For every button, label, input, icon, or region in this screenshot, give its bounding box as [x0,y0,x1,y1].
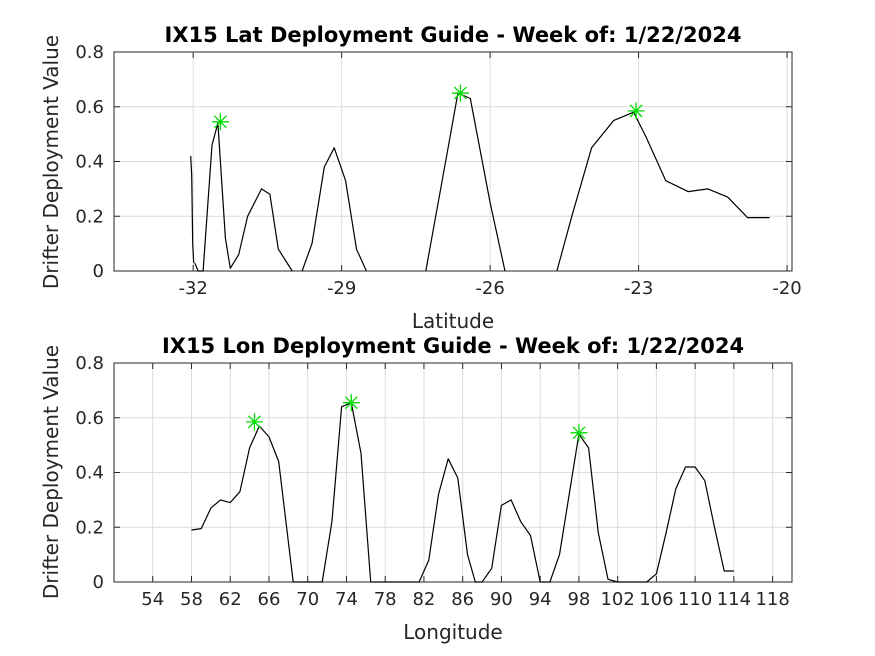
lon-peak-marker [570,424,588,442]
lat-chart: -32 -29 -26 -23 -20 0 0.2 0.4 0.6 0.8 IX15 Lat De… [75,23,801,333]
lat-peak-markers [211,84,645,131]
lon-x-tick-label: 66 [258,589,281,610]
lon-series-line [191,402,734,583]
lon-x-axis-label: Longitude [403,620,502,644]
lon-y-tick-label: 0.6 [75,408,104,429]
asterisk-stroke [247,415,261,429]
lon-peak-markers [245,394,588,442]
lon-y-axis-label: Drifter Deployment Value [39,345,63,599]
lon-x-tick-label: 102 [600,589,634,610]
lon-y-tick-label: 0 [93,572,104,593]
lat-x-tick-label: -26 [475,278,504,299]
asterisk-stroke [213,115,227,129]
lon-x-tick-label: 54 [141,589,164,610]
lat-y-tick-label: 0.6 [75,97,104,118]
asterisk-stroke [572,426,586,440]
lon-grid [114,363,792,582]
lat-x-tick-label: -29 [327,278,356,299]
lon-x-tick-label: 82 [412,589,435,610]
lon-x-tick-label: 98 [567,589,590,610]
lon-x-tick-label: 90 [490,589,513,610]
lat-series [190,92,770,272]
lon-x-tick-label: 94 [529,589,552,610]
lat-x-tick-label: -32 [178,278,207,299]
lat-x-tick-label: -23 [624,278,653,299]
asterisk-stroke [453,86,467,100]
lat-series-line [194,122,293,272]
lon-x-tick-label: 58 [180,589,203,610]
lon-y-tick-label: 0.2 [75,517,104,538]
lon-x-tick-label: 86 [451,589,474,610]
lat-y-tick-label: 0.2 [75,206,104,227]
lat-chart-title: IX15 Lat Deployment Guide - Week of: 1/2… [165,23,742,47]
lon-y-tick-label: 0.8 [75,353,104,374]
lat-series-line [301,147,367,272]
lon-y-tick-label: 0.4 [75,463,104,484]
lat-series-line [425,92,506,272]
lat-x-axis-label: Latitude [412,309,494,333]
lat-grid [114,52,792,271]
lon-x-tick-label: 62 [219,589,242,610]
lat-peak-marker [627,102,645,120]
lon-peak-marker [245,413,263,431]
lat-x-tick-label: -20 [772,278,801,299]
lat-y-axis-label: Drifter Deployment Value [39,35,63,289]
lon-x-tick-label: 70 [296,589,319,610]
lon-x-tick-label: 106 [639,589,673,610]
lat-ticks: -32 -29 -26 -23 -20 0 0.2 0.4 0.6 0.8 [75,42,801,299]
lon-series [191,402,734,583]
lat-y-tick-label: 0.4 [75,152,104,173]
lat-series-line [556,111,770,272]
lon-ticks: 54 58 62 66 70 74 78 82 86 90 94 98 102 106 110 114 118 0… [75,353,792,610]
lat-y-tick-label: 0.8 [75,42,104,63]
lon-x-tick-label: 118 [755,589,789,610]
lon-chart-title: IX15 Lon Deployment Guide - Week of: 1/2… [162,334,744,358]
asterisk-stroke [344,396,358,410]
asterisk-stroke [629,104,643,118]
lat-series-line [190,155,195,263]
lon-x-tick-label: 74 [335,589,358,610]
lon-chart: 54 58 62 66 70 74 78 82 86 90 94 98 102 106 110 114 118 0… [75,334,793,644]
lon-peak-marker [342,394,360,412]
lat-peak-marker [211,113,229,131]
lon-x-tick-label: 78 [374,589,397,610]
lat-y-tick-label: 0 [93,261,104,282]
lon-x-tick-label: 110 [678,589,712,610]
lat-peak-marker [451,84,469,102]
lon-x-tick-label: 114 [717,589,751,610]
